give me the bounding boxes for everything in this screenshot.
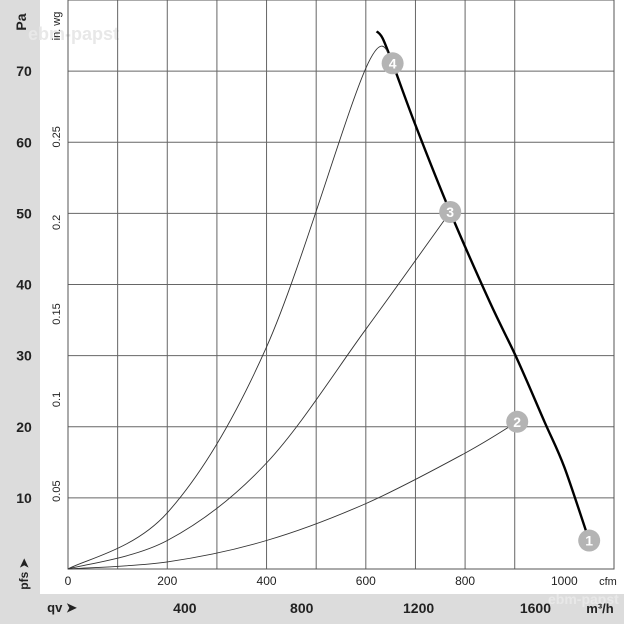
x-cfm-tick-label: 800 — [455, 574, 475, 588]
plot-frame — [67, 0, 615, 570]
system-curve-3 — [67, 211, 451, 570]
system-curve-2 — [67, 421, 518, 570]
x-cfm-tick-label: 600 — [356, 574, 376, 588]
bottom-axis-band — [0, 594, 624, 624]
operating-point-3: 3 — [439, 200, 462, 223]
operating-point-label: 1 — [585, 533, 593, 549]
qv-axis-label: qv ➤ — [47, 600, 77, 615]
y-pa-tick-label: 40 — [16, 277, 32, 293]
y-pa-tick-label: 20 — [16, 419, 32, 435]
y-pa-tick-label: 10 — [16, 490, 32, 506]
watermark-logo: ebm-papst — [548, 591, 619, 607]
watermark-logo: ebm-papst — [28, 24, 119, 44]
grid — [67, 0, 615, 570]
x-cfm-tick-label: 0 — [65, 574, 72, 588]
x-cfm-unit-label: cfm — [599, 576, 617, 588]
y-inwg-tick-label: 0.25 — [51, 126, 63, 147]
operating-point-marker — [578, 529, 601, 552]
operating-point-label: 4 — [389, 55, 397, 71]
operating-point-4: 4 — [381, 52, 404, 75]
fan-curve — [375, 30, 591, 541]
operating-point-1: 1 — [578, 529, 601, 552]
x-cfm-tick-label: 400 — [257, 574, 277, 588]
x-m3h-tick-label: 800 — [290, 600, 314, 616]
y-pa-tick-label: 50 — [16, 205, 32, 221]
y-inwg-tick-label: 0.05 — [51, 480, 63, 501]
operating-point-marker — [506, 410, 529, 433]
x-cfm-tick-label: 200 — [157, 574, 177, 588]
system-curve-4 — [67, 45, 394, 570]
curves — [67, 30, 591, 570]
pfs-axis-label: pfs ➤ — [17, 557, 31, 589]
operating-point-2: 2 — [506, 410, 529, 433]
x-m3h-tick-label: 1200 — [403, 600, 434, 616]
operating-point-label: 3 — [446, 204, 454, 220]
y-inwg-tick-label: 0.1 — [51, 392, 63, 407]
x-m3h-unit-label: m³/h — [586, 601, 614, 616]
operating-point-label: 2 — [513, 414, 521, 430]
y-inwg-tick-label: 0.15 — [51, 303, 63, 324]
y-inwg-unit-label: in. wg — [51, 12, 63, 41]
y-pa-tick-label: 60 — [16, 134, 32, 150]
operating-point-marker — [439, 200, 462, 223]
operating-points: 1 2 3 4 — [381, 52, 601, 552]
y-inwg-tick-label: 0.2 — [51, 215, 63, 230]
x-cfm-tick-label: 1000 — [551, 574, 578, 588]
left-axis-band — [0, 0, 40, 594]
operating-point-marker — [381, 52, 404, 75]
y-pa-unit-label: Pa — [13, 13, 29, 30]
watermark: ebm-papst ebm-papst — [28, 24, 619, 607]
x-m3h-tick-label: 1600 — [520, 600, 551, 616]
y-pa-tick-label: 30 — [16, 348, 32, 364]
x-m3h-tick-label: 400 — [173, 600, 197, 616]
y-pa-tick-label: 70 — [16, 63, 32, 79]
